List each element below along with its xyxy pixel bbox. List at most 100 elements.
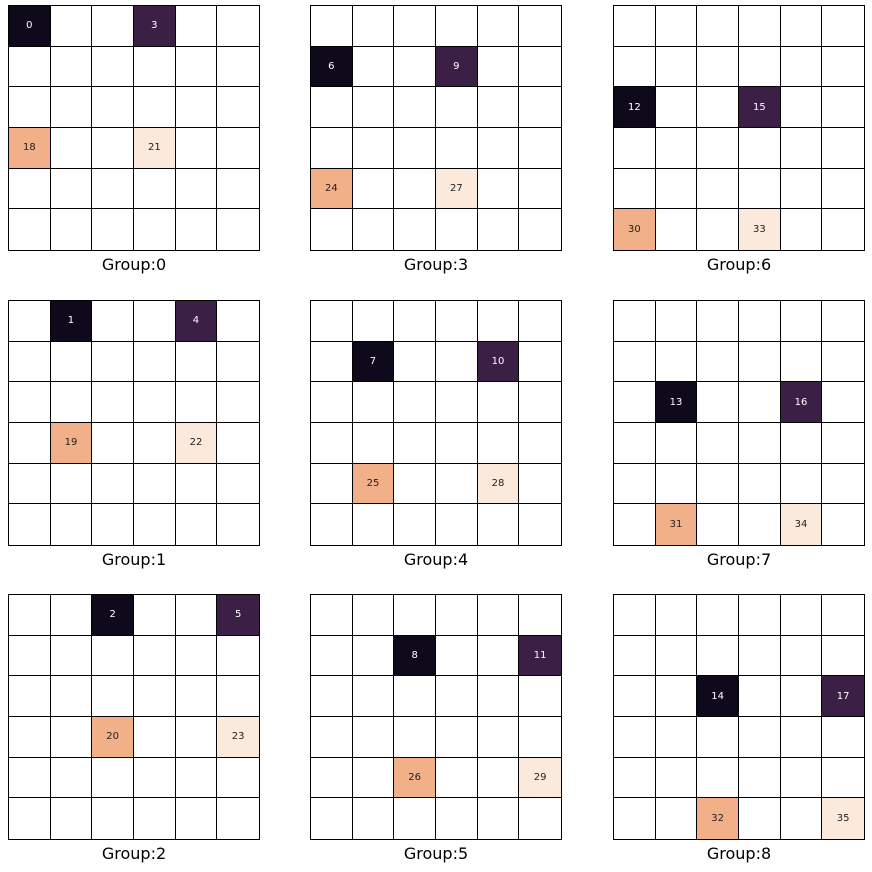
group-label: Group:7 — [706, 550, 772, 569]
grid-cell — [739, 798, 781, 839]
grid-cell — [697, 504, 739, 545]
grid-cell — [655, 717, 698, 758]
grid-cell — [519, 168, 561, 210]
grid-cell — [436, 504, 478, 545]
grid-cell — [780, 463, 823, 505]
grid-cell — [352, 382, 395, 423]
grid-cell — [394, 717, 436, 758]
grid-cell — [92, 757, 134, 799]
grid-cell — [655, 301, 698, 342]
highlighted-cell: 27 — [436, 168, 478, 210]
grid-cell — [477, 635, 520, 677]
grid-cell — [217, 128, 259, 169]
grid-cell — [134, 209, 176, 250]
grid-cell — [50, 46, 93, 88]
grid-cell — [822, 87, 864, 128]
grid-cell — [50, 504, 93, 545]
highlighted-cell: 10 — [477, 341, 520, 383]
grid-cell — [134, 635, 176, 677]
grid-cell — [436, 341, 478, 383]
grid-cell — [134, 46, 176, 88]
grid-cell — [614, 504, 656, 545]
grid-cell — [780, 423, 823, 464]
grid-cell — [311, 87, 353, 128]
grid-cell — [9, 209, 51, 250]
grid-cell — [92, 46, 134, 88]
grid-cell — [519, 717, 561, 758]
grid-cell — [311, 382, 353, 423]
grid-cell — [780, 635, 823, 677]
grid-cell — [217, 46, 259, 88]
grid-cell — [477, 46, 520, 88]
grid-cell — [175, 209, 218, 250]
grid-cell — [9, 798, 51, 839]
highlighted-cell: 7 — [352, 341, 395, 383]
grid-cell — [519, 128, 561, 169]
group-panel: 13 16 31 34 Group:7 — [613, 300, 865, 571]
grid-cell — [739, 6, 781, 47]
grid-cell — [614, 423, 656, 464]
grid-cell — [519, 504, 561, 545]
grid-cell — [311, 717, 353, 758]
grid-cell — [134, 798, 176, 839]
grid-cell — [697, 209, 739, 250]
grid-cell — [175, 676, 218, 717]
grid-cell — [352, 87, 395, 128]
highlighted-cell: 20 — [92, 717, 134, 758]
highlighted-cell: 4 — [175, 301, 218, 342]
grid-cell — [134, 382, 176, 423]
grid-cell — [175, 341, 218, 383]
grid-cell — [9, 635, 51, 677]
grid-cell — [477, 798, 520, 839]
grid-cell — [311, 463, 353, 505]
grid-cell — [822, 504, 864, 545]
grid-cell — [175, 6, 218, 47]
grid-cell — [697, 46, 739, 88]
grid-cell — [822, 46, 864, 88]
grid-cell — [477, 301, 520, 342]
group-grid: 2 5 20 23 — [8, 594, 260, 840]
grid-cell — [436, 128, 478, 169]
grid-cell — [780, 798, 823, 839]
grid-cell — [217, 341, 259, 383]
grid-cell — [477, 382, 520, 423]
grid-cell — [822, 423, 864, 464]
grid-cell — [352, 757, 395, 799]
grid-cell — [394, 504, 436, 545]
grid-cell — [134, 341, 176, 383]
grid-cell — [822, 341, 864, 383]
grid-cell — [739, 757, 781, 799]
grid-cell — [780, 301, 823, 342]
grid-cell — [655, 87, 698, 128]
grid-cell — [311, 504, 353, 545]
grid-cell — [311, 6, 353, 47]
grid-cell — [697, 6, 739, 47]
grid-cell — [655, 676, 698, 717]
grid-cell — [436, 209, 478, 250]
grid-cell — [780, 168, 823, 210]
grid-cell — [477, 168, 520, 210]
group-grid: 1 4 19 22 — [8, 300, 260, 546]
highlighted-cell: 14 — [697, 676, 739, 717]
grid-cell — [655, 595, 698, 636]
group-grid: 8 11 26 29 — [310, 594, 562, 840]
grid-cell — [519, 595, 561, 636]
grid-cell — [477, 6, 520, 47]
grid-cell — [9, 423, 51, 464]
grid-cell — [739, 463, 781, 505]
grid-cell — [352, 635, 395, 677]
highlighted-cell: 16 — [780, 382, 823, 423]
grid-cell — [822, 301, 864, 342]
grid-cell — [697, 341, 739, 383]
grid-cell — [822, 209, 864, 250]
grid-cell — [311, 301, 353, 342]
group-grid: 7 10 25 28 — [310, 300, 562, 546]
grid-cell — [739, 341, 781, 383]
grid-cell — [9, 595, 51, 636]
grid-cell — [352, 676, 395, 717]
grid-cell — [822, 168, 864, 210]
grid-cell — [822, 595, 864, 636]
grid-cell — [311, 128, 353, 169]
grid-cell — [92, 382, 134, 423]
grid-cell — [614, 463, 656, 505]
